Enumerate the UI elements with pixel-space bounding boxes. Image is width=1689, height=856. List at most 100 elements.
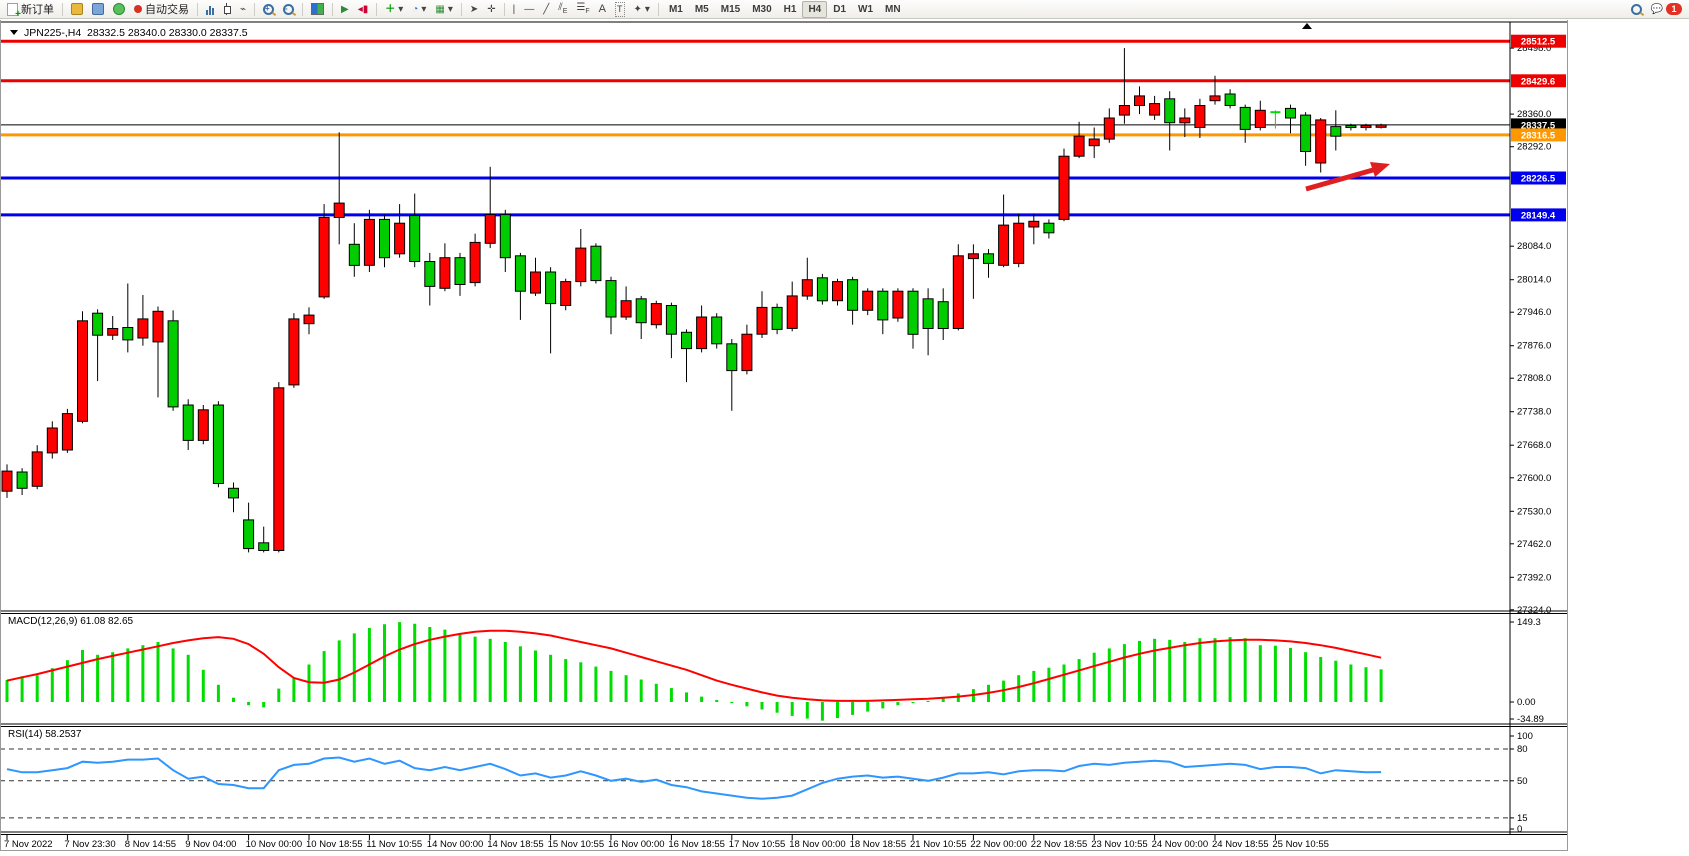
time-tick-label: 24 Nov 00:00	[1152, 839, 1209, 850]
candle-body	[137, 318, 149, 339]
price-tick-label: 28360.0	[1517, 109, 1551, 120]
bar-chart-button[interactable]	[202, 2, 218, 17]
chart-shift-icon: ◂▮	[357, 3, 369, 15]
candle-body	[243, 519, 255, 550]
toolbar-separator	[197, 2, 198, 16]
time-axis[interactable]: 7 Nov 2022 7 Nov 23:30 8 Nov 14:55 9 Nov 04…	[4, 835, 1329, 850]
candle-body	[998, 224, 1010, 266]
macd-tick-label: -34.89	[1517, 714, 1544, 725]
channel-button[interactable]: ⫽E	[554, 2, 571, 17]
candle-body	[1043, 222, 1055, 234]
dropdown-arrow-icon: ▾	[644, 3, 650, 15]
toolbar-separator	[376, 2, 378, 16]
timeframe-m1-button[interactable]: M1	[668, 3, 683, 15]
candle-body	[197, 409, 209, 441]
auto-scroll-button[interactable]: ▶	[337, 2, 353, 17]
candle-body	[409, 215, 421, 263]
candle-body	[77, 320, 88, 422]
dropdown-arrow-icon: ▾	[398, 3, 404, 15]
notifications-button[interactable]: 💬 1	[1647, 2, 1686, 17]
macd-signal-line	[6, 629, 1382, 702]
arrows-button[interactable]: ✦ ▾	[630, 2, 654, 17]
search-button[interactable]	[1627, 2, 1646, 17]
main-toolbar: 新订单 自动交易 ⌁ + - ▶ ◂▮ ＋▾ ◔▾ ▦▾ ➤ ✛ | — ╱ ⫽…	[0, 0, 1689, 19]
candle-body	[771, 306, 783, 330]
tile-windows-button[interactable]	[307, 2, 328, 17]
time-tick-label: 24 Nov 18:55	[1212, 839, 1269, 850]
toolbox-button[interactable]	[67, 2, 87, 17]
zoom-out-button[interactable]: -	[279, 2, 298, 17]
toolbar-separator	[657, 2, 659, 16]
candle-body	[877, 290, 889, 321]
time-tick-label: 23 Nov 10:55	[1091, 839, 1148, 850]
auto-trading-icon	[134, 5, 142, 13]
candle-body	[1073, 135, 1085, 157]
time-tick-label: 18 Nov 18:55	[850, 839, 907, 850]
candle-body	[258, 542, 270, 551]
candlestick-chart-button[interactable]	[219, 2, 235, 17]
candle-body	[107, 328, 119, 336]
tile-windows-icon	[311, 3, 325, 15]
text-label-button[interactable]: T	[611, 1, 629, 17]
text-button[interactable]: A	[595, 2, 610, 17]
candle-body	[348, 243, 360, 266]
timeframe-m5-button[interactable]: M5	[694, 3, 709, 15]
crosshair-button[interactable]: ✛	[483, 2, 499, 17]
candle-body	[665, 305, 677, 335]
zoom-in-button[interactable]: +	[259, 2, 278, 17]
community-button[interactable]	[109, 2, 129, 17]
candle-body	[907, 290, 919, 335]
candle-body	[1164, 98, 1176, 124]
timeframe-m30-button[interactable]: M30	[752, 3, 772, 15]
toolbar-separator	[62, 2, 63, 16]
auto-trading-button[interactable]: 自动交易	[130, 2, 193, 17]
chart-window-bg	[0, 20, 1568, 851]
line-chart-button[interactable]: ⌁	[236, 2, 250, 17]
candle-body	[318, 217, 330, 298]
candle-body	[469, 241, 481, 284]
candle-body	[922, 298, 934, 329]
clock-icon: ◔	[412, 3, 419, 15]
timeframe-m15-button[interactable]: M15	[720, 3, 741, 15]
line-chart-icon: ⌁	[240, 3, 247, 15]
arrows-icon: ✦	[633, 3, 642, 15]
time-tick-label: 14 Nov 00:00	[427, 839, 484, 850]
price-axis[interactable]: 28498.0 28360.0 28292.0 28084.0 28014.0 27946…	[1510, 34, 1566, 616]
candle-body	[847, 279, 859, 311]
equidistant-channel-icon: ⫽E	[558, 1, 568, 15]
new-order-button[interactable]: 新订单	[3, 2, 58, 19]
candle-body	[1194, 105, 1206, 128]
vertical-line-button[interactable]: |	[509, 2, 520, 17]
candle-body	[1254, 109, 1266, 129]
scroll-marker-icon	[1302, 23, 1312, 29]
timeframe-h4-button[interactable]: H4	[802, 0, 828, 18]
trendline-button[interactable]: ╱	[539, 2, 553, 17]
bar-chart-icon	[206, 4, 214, 15]
timeframe-w1-button[interactable]: W1	[858, 3, 874, 15]
price-line-badge	[1511, 74, 1566, 88]
fibonacci-button[interactable]: ☰F	[572, 2, 593, 17]
price-line-badge	[1511, 34, 1566, 48]
timeframe-h1-button[interactable]: H1	[783, 3, 797, 15]
timeframe-mn-button[interactable]: MN	[885, 3, 901, 15]
candle-body	[1345, 125, 1357, 128]
arrow-annotation[interactable]	[1305, 162, 1390, 192]
symbol-dropdown-icon[interactable]	[10, 30, 18, 35]
candle-body	[862, 290, 874, 311]
timeframe-d1-button[interactable]: D1	[833, 3, 847, 15]
periods-button[interactable]: ◔ ▾	[408, 2, 430, 17]
cursor-button[interactable]: ➤	[466, 2, 482, 17]
horizontal-line-button[interactable]: —	[520, 2, 538, 17]
candle-body	[620, 300, 632, 318]
price-tick-label: 27668.0	[1517, 440, 1551, 451]
templates-icon: ▦	[435, 3, 445, 15]
time-tick-label: 10 Nov 18:55	[306, 839, 363, 850]
indicators-button[interactable]: ＋ ▾	[381, 2, 407, 17]
terminal-button[interactable]	[88, 2, 108, 17]
price-line-badge-label: 28512.5	[1521, 37, 1556, 48]
chart-shift-button[interactable]: ◂▮	[354, 2, 373, 17]
templates-button[interactable]: ▦ ▾	[431, 2, 456, 17]
candle-body	[756, 306, 768, 335]
rsi-tick-label: 50	[1517, 776, 1528, 787]
